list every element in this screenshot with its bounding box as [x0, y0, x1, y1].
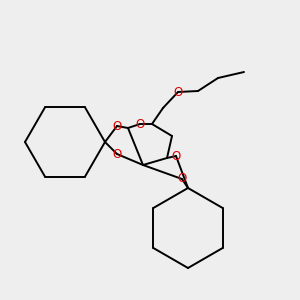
Text: O: O — [135, 118, 145, 130]
Text: O: O — [173, 85, 183, 98]
Text: O: O — [112, 148, 122, 160]
Text: O: O — [177, 172, 187, 185]
Text: O: O — [112, 119, 122, 133]
Text: O: O — [171, 149, 181, 163]
